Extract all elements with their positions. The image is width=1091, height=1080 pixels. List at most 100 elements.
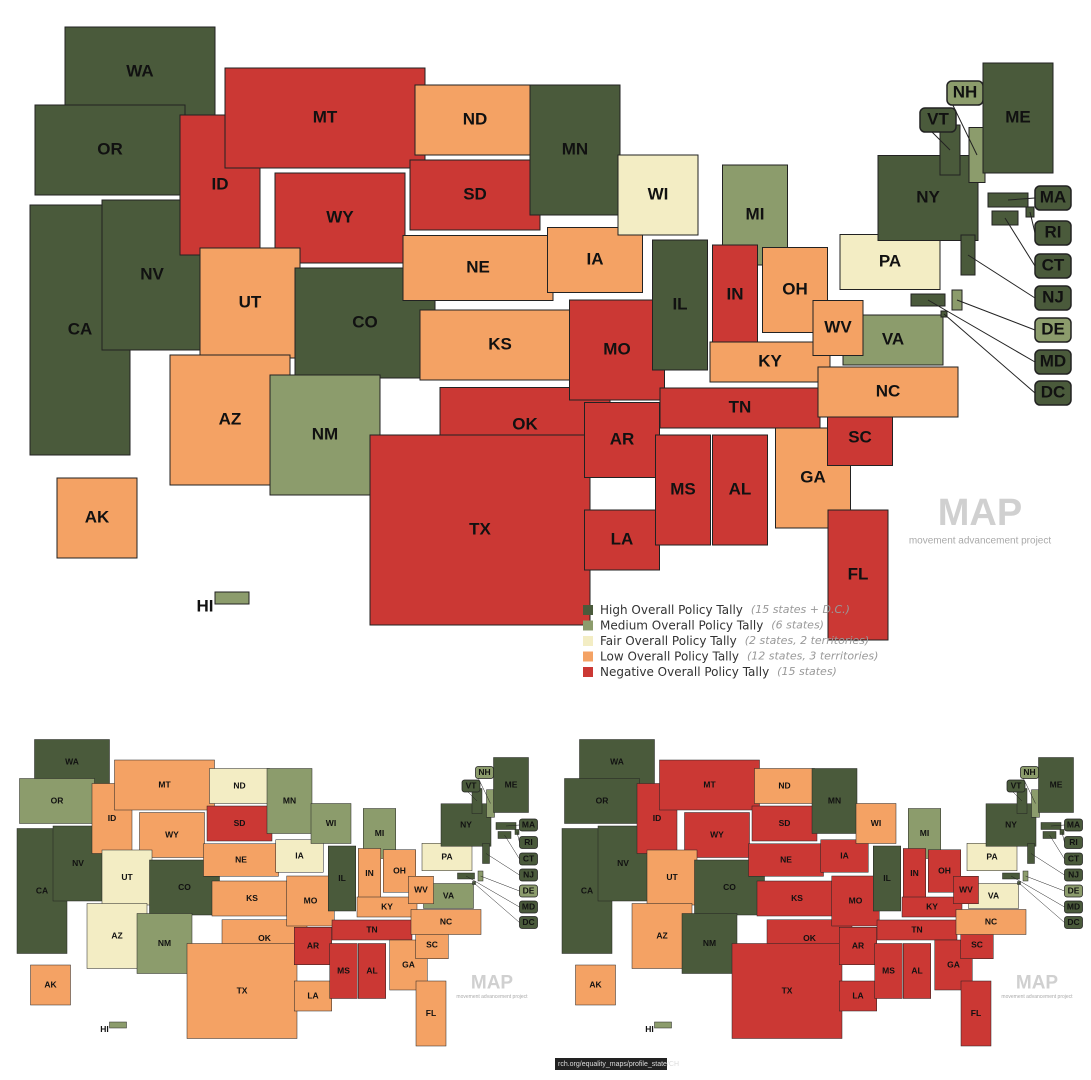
legend-name: Low Overall Policy Tally: [600, 649, 739, 663]
state-label: MS: [670, 479, 696, 498]
state-label: PA: [879, 251, 901, 270]
callout-line: [1018, 882, 1065, 923]
state-shape: [415, 931, 449, 959]
state-label: MI: [746, 204, 765, 223]
legend-text: Fair Overall Policy Tally (2 states, 2 te…: [600, 634, 869, 648]
state-shape: [493, 757, 529, 813]
state-label: GA: [947, 959, 960, 969]
state-shape: [839, 234, 941, 290]
state-shape: [206, 805, 273, 842]
state-shape: [817, 366, 959, 418]
legend-text: Low Overall Policy Tally (12 states, 3 te…: [600, 649, 878, 663]
state-label: MO: [603, 339, 630, 358]
state-label: SD: [779, 818, 791, 828]
callout-box: [519, 836, 538, 849]
legend-text: Negative Overall Policy Tally (15 states): [600, 665, 837, 679]
state-label: NM: [158, 938, 171, 948]
state-shape: [873, 845, 901, 912]
state-label: VT: [466, 780, 478, 790]
state-shape: [114, 759, 215, 811]
state-label: CT: [1042, 255, 1065, 274]
state-label: KS: [791, 893, 803, 903]
callout-line: [1061, 831, 1065, 843]
callout-box: [519, 852, 538, 866]
state-label: NE: [780, 854, 792, 864]
state-label: NE: [235, 854, 247, 864]
state-label: ND: [463, 109, 488, 128]
state-shape: [274, 172, 406, 264]
state-shape: [199, 247, 301, 359]
state-label: FL: [426, 1008, 436, 1018]
state-label: CT: [523, 853, 535, 863]
state-shape: [421, 843, 473, 871]
callout-box: [1006, 779, 1026, 793]
state-label: MO: [304, 895, 318, 905]
state-label: MS: [337, 965, 350, 975]
state-label: CA: [36, 885, 48, 895]
callout-box: [1034, 253, 1072, 279]
callout-box: [1034, 317, 1072, 343]
state-label: NY: [916, 187, 940, 206]
state-label: KY: [381, 901, 393, 911]
logo-tagline: movement advancement project: [456, 994, 528, 1000]
state-label: ME: [1050, 779, 1063, 789]
state-label: AZ: [656, 930, 667, 940]
state-label: OK: [258, 933, 272, 943]
state-label: UT: [239, 292, 262, 311]
state-label: NJ: [1042, 287, 1064, 306]
state-shape: [681, 913, 738, 974]
legend-swatch: [583, 620, 593, 631]
state-shape: [659, 759, 760, 811]
logo-mark: MAP: [1016, 973, 1059, 994]
state-shape: [659, 387, 821, 429]
state-shape: [440, 803, 492, 847]
legend-swatch: [583, 636, 593, 646]
state-label: IA: [840, 850, 849, 860]
state-label: CA: [581, 885, 593, 895]
state-label: LA: [611, 529, 634, 548]
state-label: IN: [727, 284, 744, 303]
state-shape: [358, 943, 386, 999]
state-label: AL: [911, 965, 922, 975]
state-shape: [831, 875, 880, 927]
state-label: TN: [729, 397, 752, 416]
state-shape: [827, 410, 893, 466]
state-shape: [652, 239, 708, 371]
state-label: IN: [910, 868, 919, 878]
state-label: DE: [523, 885, 535, 895]
state-label: ND: [778, 780, 790, 790]
state-shape: [756, 880, 838, 917]
state-shape: [211, 880, 293, 917]
callout-box: [1064, 836, 1083, 849]
state-label: MS: [882, 965, 895, 975]
state-label: NJ: [523, 869, 534, 879]
state-shape: [820, 839, 869, 873]
state-shape: [903, 943, 931, 999]
state-label: MD: [1067, 901, 1080, 911]
state-label: LA: [852, 990, 863, 1000]
state-label: WV: [959, 884, 973, 894]
callout-line: [943, 313, 1036, 394]
legend-name: Medium Overall Policy Tally: [600, 618, 763, 632]
callout-box: [461, 779, 481, 793]
state-shape: [419, 309, 581, 381]
state-shape: [812, 300, 864, 356]
callout-box: [519, 818, 538, 832]
state-shape: [811, 768, 858, 834]
callout-box: [519, 868, 538, 882]
state-shape: [584, 509, 660, 571]
state-label: OK: [512, 414, 538, 433]
state-shape: [410, 909, 482, 935]
state-shape: [712, 244, 758, 346]
state-label: VA: [988, 890, 999, 900]
state-label: VA: [443, 890, 454, 900]
state-shape: [34, 104, 186, 196]
state-label: IL: [883, 873, 891, 883]
legend-note: (2 states, 2 territories): [745, 634, 869, 647]
state-shape: [329, 943, 358, 999]
state-label: KY: [926, 901, 938, 911]
state-label: IA: [295, 850, 304, 860]
legend-note: (6 states): [771, 619, 824, 632]
state-label: DC: [1041, 382, 1066, 401]
state-label: OR: [97, 139, 123, 158]
